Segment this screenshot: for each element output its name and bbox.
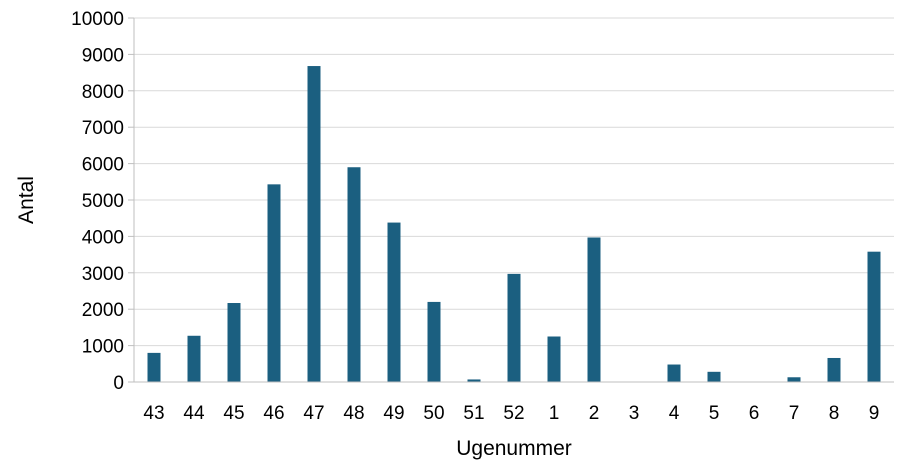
bar-47 xyxy=(307,66,321,382)
bar-2 xyxy=(587,237,601,382)
x-tick-label: 50 xyxy=(423,403,444,424)
x-tick-label: 52 xyxy=(503,403,524,424)
x-tick-label: 45 xyxy=(223,403,244,424)
x-tick-label: 48 xyxy=(343,403,364,424)
bar-1 xyxy=(547,336,561,382)
x-tick-label: 43 xyxy=(143,403,164,424)
gridlines xyxy=(134,17,894,347)
bar-52 xyxy=(507,273,521,382)
y-tick-label: 5000 xyxy=(82,191,124,212)
bar-49 xyxy=(387,222,401,382)
x-tick-label: 5 xyxy=(709,403,720,424)
bar-44 xyxy=(187,335,201,382)
x-tick-label: 2 xyxy=(589,403,600,424)
bar-8 xyxy=(827,357,841,382)
y-tick-label: 1000 xyxy=(82,337,124,358)
y-tick-label: 10000 xyxy=(71,9,124,30)
x-tick-labels: 43 44 45 46 47 48 49 50 51 52 1 2 3 4 5 6 7 8 9 xyxy=(143,403,879,424)
y-tick-label: 7000 xyxy=(82,118,124,139)
x-tick-label: 6 xyxy=(749,403,760,424)
bar-4 xyxy=(667,364,681,382)
x-tick-label: 51 xyxy=(463,403,484,424)
bar-45 xyxy=(227,303,241,382)
bar-50 xyxy=(427,301,441,382)
x-axis-title: Ugenummer xyxy=(456,437,572,460)
bar-48 xyxy=(347,167,361,382)
x-tick-label: 8 xyxy=(829,403,840,424)
bar-5 xyxy=(707,371,721,382)
bar-7 xyxy=(787,377,801,382)
x-tick-label: 44 xyxy=(183,403,205,424)
bars xyxy=(147,66,881,382)
y-axis-title: Antal xyxy=(15,176,38,224)
x-tick-label: 4 xyxy=(669,403,680,424)
x-tick-label: 49 xyxy=(383,403,404,424)
bar-51 xyxy=(467,379,481,382)
x-tick-label: 3 xyxy=(629,403,640,424)
x-tick-label: 1 xyxy=(549,403,560,424)
y-tick-labels: 0 1000 2000 3000 4000 5000 6000 7000 8000 9000 100… xyxy=(71,9,134,394)
y-tick-label: 8000 xyxy=(82,82,124,103)
bar-46 xyxy=(267,184,281,382)
x-tick-label: 46 xyxy=(263,403,284,424)
y-tick-label: 4000 xyxy=(82,227,124,248)
bar-9 xyxy=(867,251,881,382)
y-tick-label: 3000 xyxy=(82,264,124,285)
bar-43 xyxy=(147,352,161,382)
y-tick-label: 9000 xyxy=(82,45,124,66)
x-tick-label: 7 xyxy=(789,403,800,424)
y-tick-label: 6000 xyxy=(82,155,124,176)
x-tick-label: 9 xyxy=(869,403,880,424)
y-tick-label: 2000 xyxy=(82,300,124,321)
y-tick-label: 0 xyxy=(113,373,124,394)
x-tick-label: 47 xyxy=(303,403,324,424)
